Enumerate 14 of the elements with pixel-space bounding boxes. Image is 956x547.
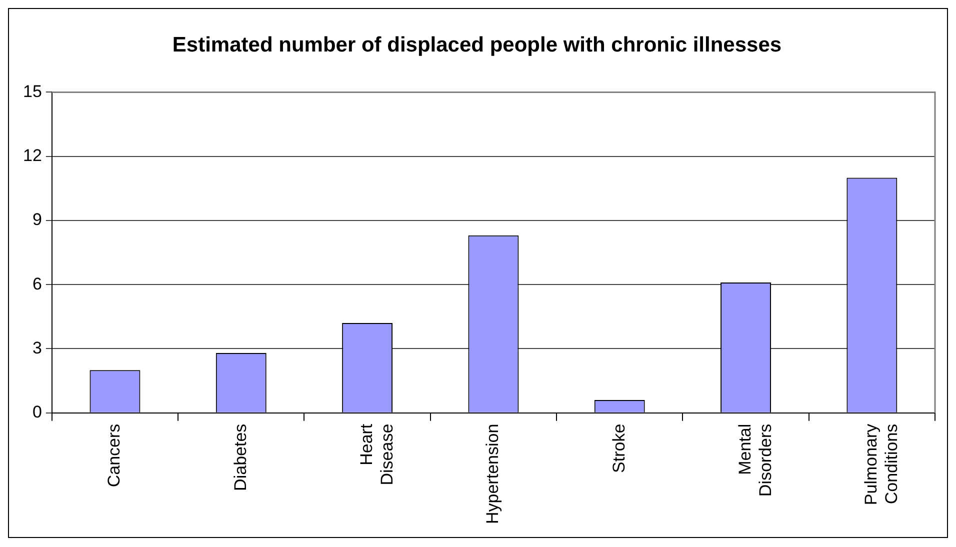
x-tick-label: Pulmonary Conditions (862, 423, 902, 506)
x-tick-label: Diabetes (230, 424, 250, 491)
x-tick-label: Stroke (609, 424, 628, 473)
y-tick-label: 6 (32, 274, 42, 294)
x-tick-label: Cancers (104, 424, 124, 488)
y-tick-label: 0 (32, 402, 42, 422)
y-tick-label: 15 (22, 82, 42, 101)
chart-title: Estimated number of displaced people with chronic illnesses (172, 33, 782, 56)
y-tick-label: 3 (32, 338, 42, 358)
x-tick-label: Mental Disorders (735, 424, 775, 497)
x-tick-label: Hypertension (483, 424, 502, 524)
y-tick-label: 12 (22, 146, 42, 166)
x-tick-label: Heart Disease (356, 424, 396, 486)
y-tick-label: 9 (32, 210, 42, 230)
